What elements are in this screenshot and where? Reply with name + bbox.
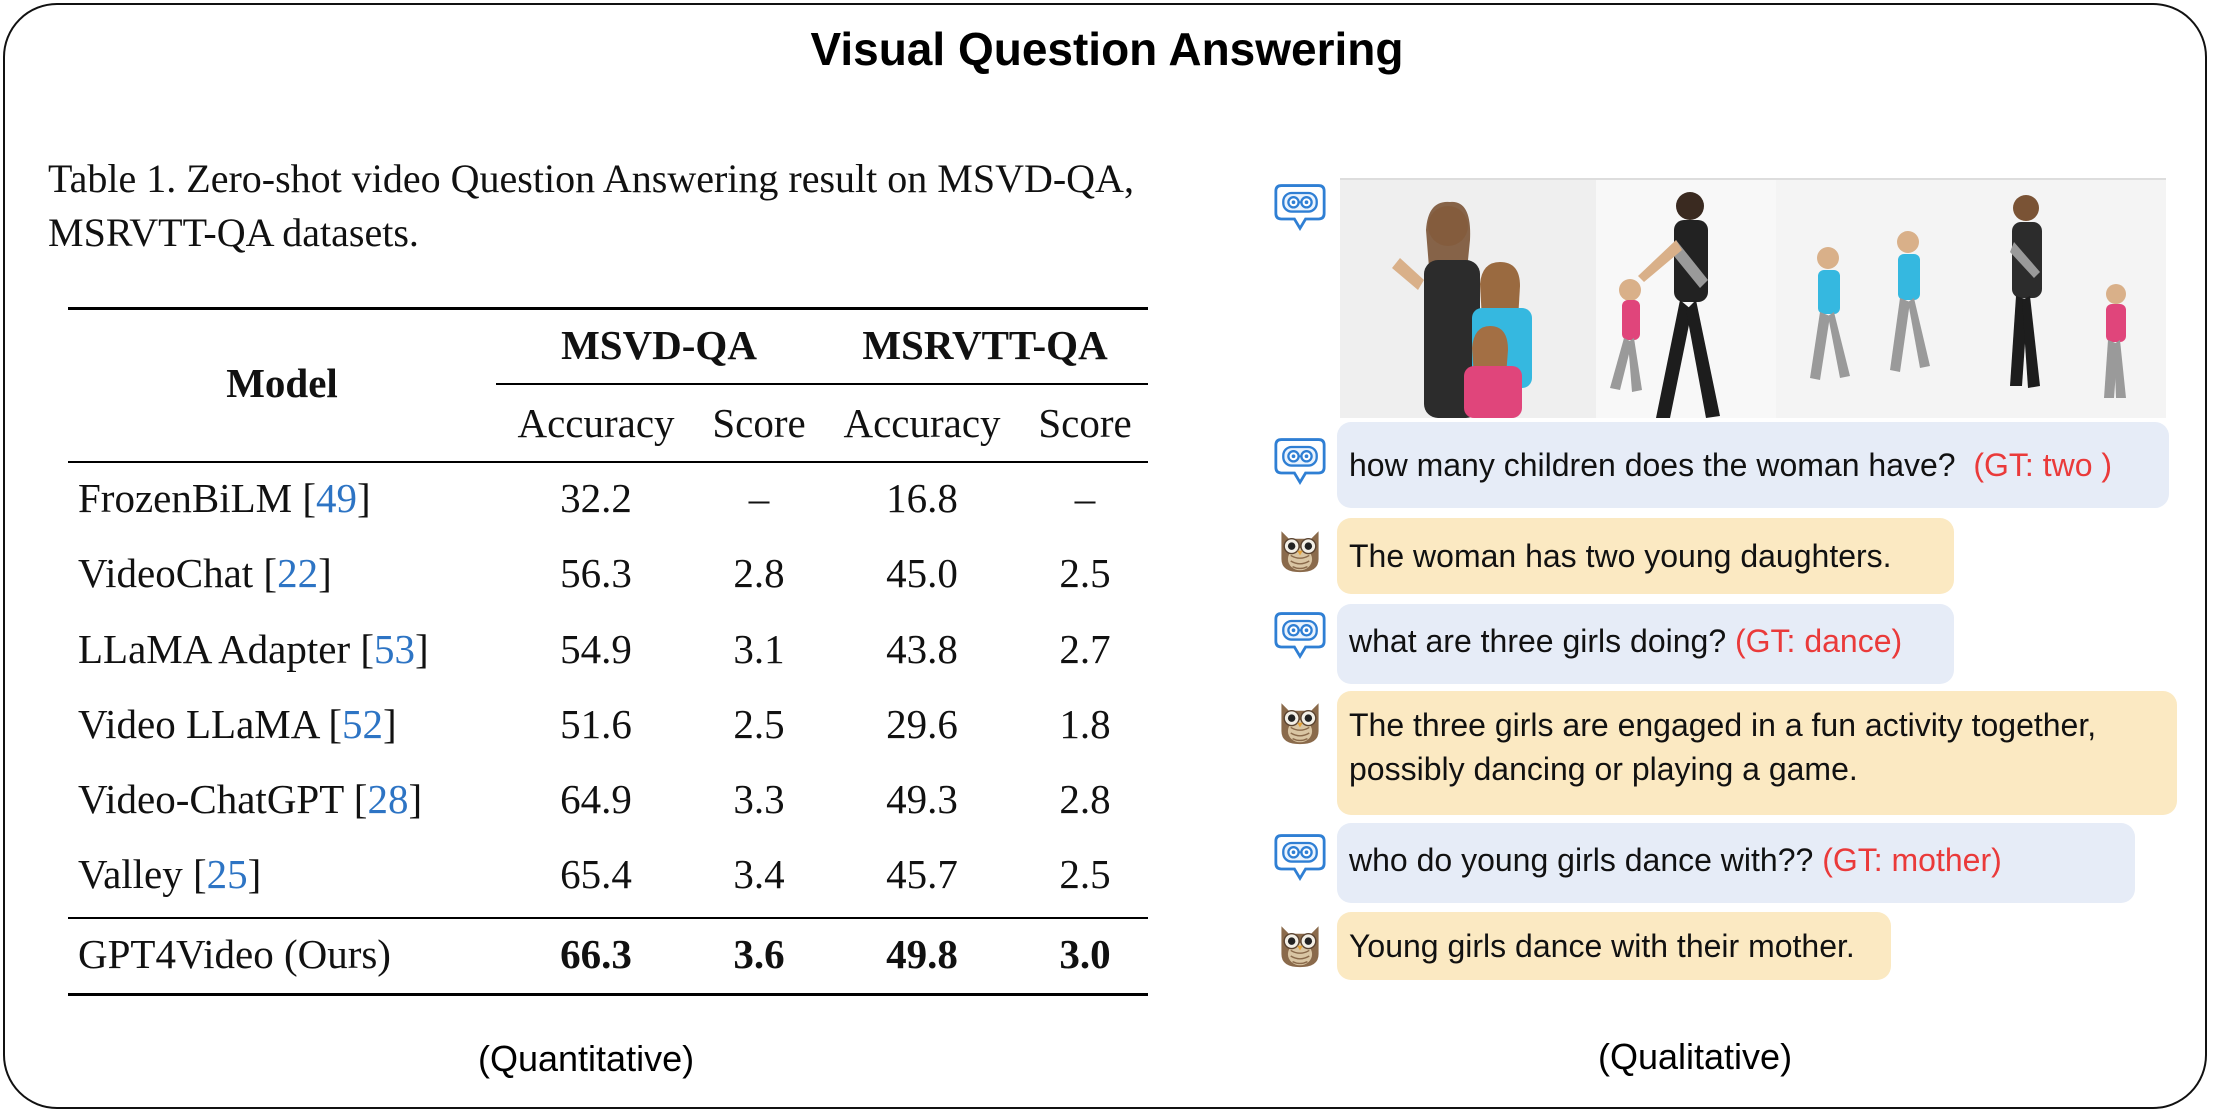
msrvtt-accuracy: 16.8 xyxy=(886,475,958,521)
msvd-accuracy: 66.3 xyxy=(560,931,632,977)
answer-text: The woman has two young daughters. xyxy=(1349,538,1892,574)
msvd-score: 3.6 xyxy=(733,931,785,977)
msvd-accuracy: 56.3 xyxy=(560,550,632,596)
msrvtt-score: – xyxy=(1074,475,1096,521)
msrvtt-accuracy: 29.6 xyxy=(886,701,958,747)
subheader-score: Score xyxy=(1038,400,1132,446)
video-frames-strip xyxy=(1340,178,2166,418)
msvd-accuracy: 51.6 xyxy=(560,701,632,747)
model-name: Video LLaMA [52] xyxy=(78,701,397,747)
ground-truth-label: (GT: two ) xyxy=(1973,447,2113,483)
msvd-accuracy: 64.9 xyxy=(560,776,632,822)
robot-chat-icon xyxy=(1274,180,1326,232)
msrvtt-accuracy: 49.8 xyxy=(886,931,958,977)
table-top-rule xyxy=(68,307,1148,310)
model-name: Valley [25] xyxy=(78,851,262,897)
msrvtt-score: 1.8 xyxy=(1059,701,1111,747)
citation-link[interactable]: 52 xyxy=(341,701,383,747)
table-caption: Table 1. Zero-shot video Question Answer… xyxy=(48,156,1134,255)
header-bottom-rule xyxy=(68,461,1148,463)
question-bubble: what are three girls doing? (GT: dance) xyxy=(1337,604,1954,684)
msvd-accuracy: 65.4 xyxy=(560,851,632,897)
group-header-msvd: MSVD-QA xyxy=(561,322,757,368)
owl-icon xyxy=(1274,916,1326,970)
question-text: what are three girls doing? xyxy=(1349,623,1727,659)
citation-link[interactable]: 25 xyxy=(206,851,248,897)
model-name: GPT4Video (Ours) xyxy=(78,931,391,977)
msvd-accuracy: 54.9 xyxy=(560,626,632,672)
msrvtt-accuracy: 49.3 xyxy=(886,776,958,822)
figure-title: Visual Question Answering xyxy=(810,23,1404,75)
citation-link[interactable]: 49 xyxy=(316,475,357,521)
model-name: VideoChat [22] xyxy=(78,550,332,596)
owl-icon xyxy=(1274,693,1326,747)
msvd-score: 3.1 xyxy=(733,626,785,672)
question-text: who do young girls dance with?? xyxy=(1349,842,1814,878)
qualitative-label: (Qualitative) xyxy=(1598,1036,1793,1077)
model-name: FrozenBiLM [49] xyxy=(78,475,371,521)
msrvtt-score: 2.5 xyxy=(1059,851,1111,897)
quantitative-label: (Quantitative) xyxy=(478,1038,695,1079)
model-header: Model xyxy=(226,360,338,406)
answer-text-line: possibly dancing or playing a game. xyxy=(1349,751,1858,787)
citation-link[interactable]: 28 xyxy=(367,776,409,822)
owl-icon xyxy=(1274,521,1326,575)
model-name: LLaMA Adapter [53] xyxy=(78,626,429,672)
msrvtt-score: 2.7 xyxy=(1059,626,1111,672)
ground-truth-label: (GT: mother) xyxy=(1822,842,2002,878)
msrvtt-score: 2.5 xyxy=(1059,550,1111,596)
model-name: Video-ChatGPT [28] xyxy=(78,776,423,822)
video-frames-image xyxy=(1340,180,2166,418)
msrvtt-score: 3.0 xyxy=(1059,931,1111,977)
question-bubble: how many children does the woman have? (… xyxy=(1337,422,2169,508)
table-bottom-rule xyxy=(68,993,1148,996)
subheader-accuracy: Accuracy xyxy=(517,400,675,446)
citation-link[interactable]: 53 xyxy=(374,626,416,672)
answer-bubble: The woman has two young daughters. xyxy=(1337,518,1954,594)
msrvtt-accuracy: 45.7 xyxy=(886,851,958,897)
msvd-score: 2.5 xyxy=(733,701,785,747)
citation-link[interactable]: 22 xyxy=(277,550,319,596)
msvd-score: – xyxy=(748,475,770,521)
answer-text-line: The three girls are engaged in a fun act… xyxy=(1349,707,2097,743)
answer-bubble: The three girls are engaged in a fun act… xyxy=(1337,691,2177,815)
question-bubble: who do young girls dance with?? (GT: mot… xyxy=(1337,823,2135,903)
group-header-rule xyxy=(496,383,1148,385)
ground-truth-label: (GT: dance) xyxy=(1735,623,1903,659)
msrvtt-accuracy: 45.0 xyxy=(886,550,958,596)
robot-chat-icon xyxy=(1274,608,1326,660)
msvd-accuracy: 32.2 xyxy=(560,475,632,521)
msvd-score: 3.4 xyxy=(733,851,785,897)
ours-separator-rule xyxy=(68,917,1148,919)
answer-text: Young girls dance with their mother. xyxy=(1349,928,1855,964)
msvd-score: 3.3 xyxy=(733,776,785,822)
question-text: how many children does the woman have? xyxy=(1349,447,1956,483)
subheader-accuracy: Accuracy xyxy=(843,400,1001,446)
msrvtt-score: 2.8 xyxy=(1059,776,1111,822)
subheader-score: Score xyxy=(712,400,806,446)
robot-chat-icon xyxy=(1274,830,1326,882)
group-header-msrvtt: MSRVTT-QA xyxy=(862,322,1108,368)
robot-chat-icon xyxy=(1274,434,1326,486)
msvd-score: 2.8 xyxy=(733,550,785,596)
msrvtt-accuracy: 43.8 xyxy=(886,626,958,672)
answer-bubble: Young girls dance with their mother. xyxy=(1337,912,1891,980)
